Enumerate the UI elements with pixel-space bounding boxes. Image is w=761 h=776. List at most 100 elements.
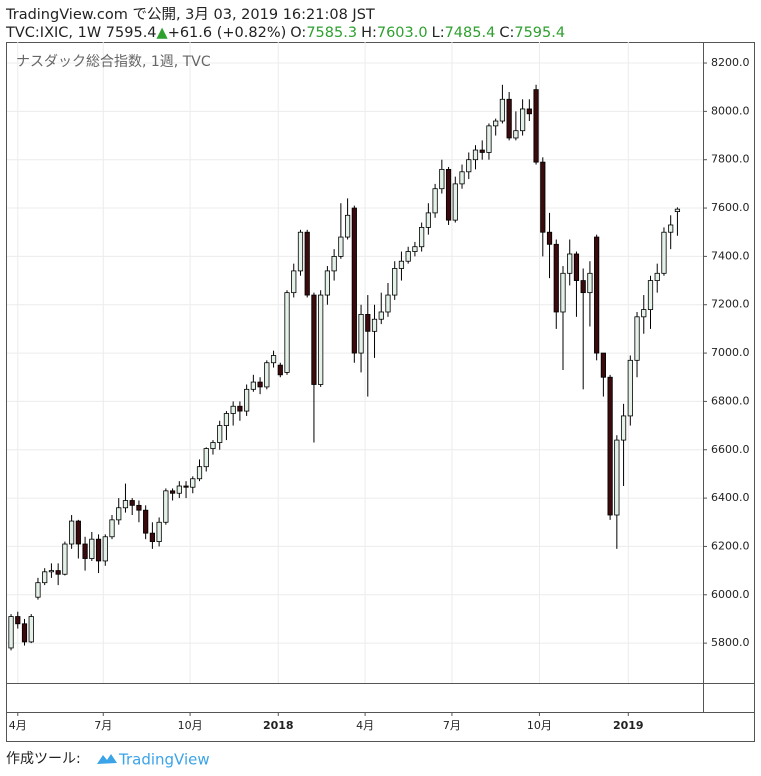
candle-body: [412, 246, 418, 252]
ohlc-label: H:: [361, 25, 377, 41]
candle-body: [594, 236, 600, 354]
candle-body: [304, 231, 310, 296]
candle-body: [351, 207, 357, 354]
candle-body: [176, 485, 182, 494]
candle-body: [163, 490, 169, 523]
candle-body: [486, 125, 492, 153]
candle-body: [634, 316, 640, 361]
candle-body: [237, 405, 243, 412]
candle-body: [385, 294, 391, 313]
candle-body: [620, 415, 627, 441]
y-tick-label: 5800.0: [711, 636, 750, 649]
candle-body: [122, 500, 129, 509]
candle-body: [196, 466, 203, 480]
candle-body: [21, 623, 28, 643]
candle-body: [250, 381, 256, 390]
candle-body: [149, 532, 155, 543]
candle-body: [344, 214, 351, 238]
quote-line: TVC:IXIC, 1W 7595.4▲+61.6 (+0.82%) O:7585…: [5, 25, 565, 41]
candle-body: [217, 425, 223, 443]
x-tick-label: 10月: [527, 719, 552, 732]
candle-body: [365, 314, 371, 332]
chart-frame: [6, 42, 755, 742]
candle-body: [398, 260, 405, 269]
candle-body: [28, 616, 34, 643]
symbol: TVC:IXIC, 1W 7595.4: [5, 25, 157, 41]
candle-body: [230, 405, 236, 414]
candle-body: [445, 168, 452, 221]
candle-body: [95, 538, 102, 562]
candle-body: [15, 616, 21, 625]
candle-body: [190, 478, 196, 488]
candle-body: [82, 543, 88, 559]
candle-body: [600, 352, 606, 378]
candle-body: [614, 439, 620, 516]
candle-body: [75, 520, 81, 545]
candle-body: [392, 268, 398, 296]
candle-body: [324, 270, 331, 296]
candle-body: [8, 616, 14, 649]
candle-body: [654, 272, 660, 281]
candle-body: [580, 280, 586, 294]
candle-body: [156, 521, 162, 543]
candle-body: [567, 253, 573, 274]
ohlc-value: 7595.4: [514, 25, 565, 41]
candle-body: [674, 208, 681, 213]
candle-body: [647, 280, 654, 310]
logo-text[interactable]: TradingView: [118, 751, 210, 769]
candle-body: [291, 270, 297, 294]
candle-body: [419, 226, 425, 248]
candle-body: [42, 571, 48, 584]
candle-body: [223, 413, 230, 426]
candle-body: [378, 311, 384, 320]
y-tick-label: 7800.0: [711, 153, 750, 166]
candle-body: [284, 292, 290, 373]
candle-body: [459, 171, 465, 185]
y-tick-label: 8000.0: [711, 104, 750, 117]
candle-body: [244, 388, 250, 412]
candle-body: [264, 362, 270, 388]
candle-body: [129, 500, 135, 506]
candle-body: [102, 536, 108, 562]
candle-body: [210, 442, 216, 449]
x-tick-label: 7月: [443, 719, 461, 732]
candle-body: [479, 149, 485, 153]
candle-body: [89, 538, 95, 559]
candle-body: [297, 231, 304, 272]
candle-body: [358, 314, 364, 354]
footer-text: 作成ツール:: [6, 751, 81, 767]
y-tick-label: 8200.0: [711, 56, 750, 69]
x-tick-label: 4月: [9, 719, 27, 732]
candle-body: [526, 108, 532, 115]
y-tick-label: 6000.0: [711, 588, 750, 601]
candle-body: [371, 318, 378, 332]
candle-body: [69, 520, 75, 545]
candle-body: [203, 448, 209, 468]
candle-body: [55, 570, 61, 575]
candle-body: [520, 108, 526, 132]
candle-body: [560, 272, 566, 313]
y-tick-label: 6200.0: [711, 539, 750, 552]
y-tick-label: 6600.0: [711, 443, 750, 456]
candle-body: [587, 272, 593, 294]
candle-body: [136, 504, 142, 511]
candle-body: [553, 243, 559, 313]
ohlc-label: L:: [432, 25, 445, 41]
change: +61.6 (+0.82%): [168, 25, 287, 41]
candle-body: [668, 224, 674, 233]
y-tick-label: 7600.0: [711, 201, 750, 214]
change-arrow: ▲: [157, 25, 169, 41]
candle-body: [466, 159, 472, 173]
candle-body: [311, 294, 317, 385]
x-tick-label: 4月: [356, 719, 374, 732]
legend: ナスダック総合指数, 1週, TVC: [16, 54, 211, 70]
candle-body: [540, 161, 546, 233]
candle-body: [641, 309, 647, 318]
x-tick-label: 7月: [94, 719, 112, 732]
candle-body: [439, 168, 445, 190]
candle-body: [35, 582, 41, 598]
ohlc-label: C:: [499, 25, 514, 41]
candle-body: [109, 519, 115, 538]
candle-body: [661, 231, 667, 274]
